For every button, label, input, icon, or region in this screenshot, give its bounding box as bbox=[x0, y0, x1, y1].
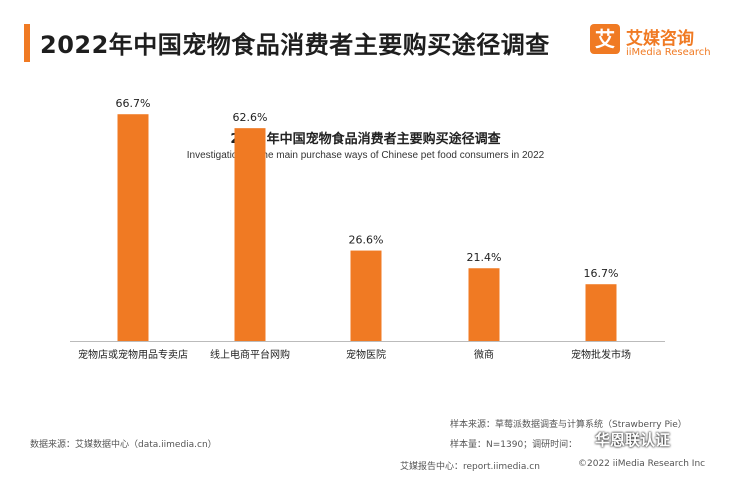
sample-size: 样本量：N=1390；调研时间： bbox=[450, 440, 578, 450]
bar-4 bbox=[585, 284, 617, 341]
data-source: 数据来源：艾媒数据中心（data.iimedia.cn） bbox=[30, 440, 217, 450]
bar-0 bbox=[117, 114, 149, 341]
sample-source: 样本来源：草莓派数据调查与计算系统（Strawberry Pie） bbox=[450, 420, 687, 430]
category-label-1: 线上电商平台网购 bbox=[210, 348, 290, 361]
logo-name-cn: 艾媒咨询 bbox=[626, 29, 694, 49]
value-labels-group: 66.7% 62.6% 26.6% 21.4% 16.7% bbox=[116, 97, 619, 280]
category-label-2: 宠物医院 bbox=[346, 348, 386, 361]
page-title: 2022年中国宠物食品消费者主要购买途径调查 bbox=[40, 31, 550, 59]
watermark-text: 华恩联认证 bbox=[595, 431, 671, 449]
category-labels-group: 宠物店或宠物用品专卖店 线上电商平台网购 宠物医院 微商 宠物批发市场 bbox=[78, 348, 631, 361]
logo-name-en: iiMedia Research bbox=[626, 47, 711, 58]
chart-title: 2022年中国宠物食品消费者主要购买途径调查 bbox=[230, 132, 501, 147]
bars-group bbox=[117, 114, 617, 341]
copyright: ©2022 iiMedia Research Inc bbox=[578, 459, 706, 469]
value-label-1: 62.6% bbox=[233, 111, 268, 124]
value-label-2: 26.6% bbox=[349, 234, 384, 247]
bar-1 bbox=[234, 128, 266, 341]
value-label-4: 16.7% bbox=[584, 267, 619, 280]
value-label-3: 21.4% bbox=[467, 251, 502, 264]
category-label-4: 宠物批发市场 bbox=[571, 348, 631, 361]
bar-3 bbox=[468, 268, 500, 341]
chart-subtitle: Investigation on the main purchase ways … bbox=[186, 150, 545, 161]
category-label-0: 宠物店或宠物用品专卖店 bbox=[78, 348, 188, 361]
title-accent-bar bbox=[24, 24, 30, 62]
value-label-0: 66.7% bbox=[116, 97, 151, 110]
bar-2 bbox=[350, 250, 382, 341]
category-label-3: 微商 bbox=[474, 348, 494, 361]
logo-mark-icon: 艾 bbox=[590, 24, 620, 54]
report-center: 艾媒报告中心：report.iimedia.cn bbox=[400, 462, 540, 472]
